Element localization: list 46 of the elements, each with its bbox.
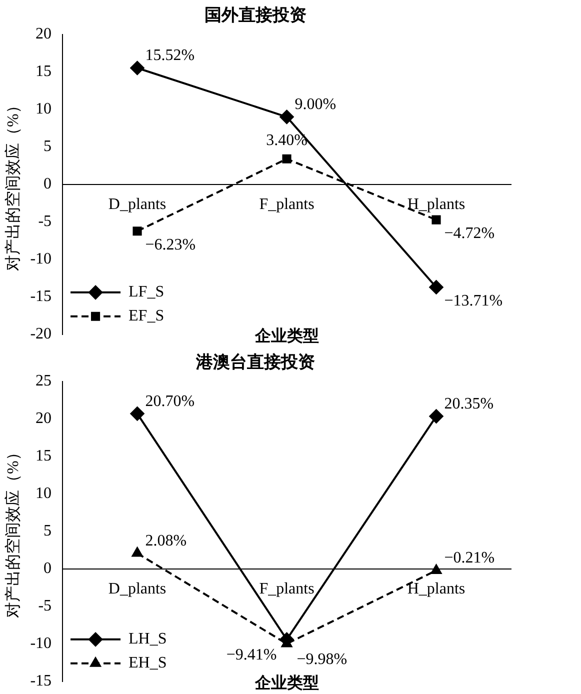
legend-label: LF_S (128, 284, 164, 301)
data-label: −4.72% (444, 225, 495, 242)
data-label: −13.71% (444, 292, 503, 310)
y-tick-label: 25 (36, 372, 52, 390)
y-tick-label: -10 (30, 250, 52, 268)
y-tick-label: 20 (36, 410, 52, 428)
legend-label: LH_S (128, 630, 167, 648)
y-tick-label: 15 (36, 448, 52, 465)
legend-label: EH_S (128, 654, 167, 672)
data-label: −0.21% (444, 550, 495, 567)
x-axis-title: 企业类型 (254, 674, 319, 692)
y-tick-label: -5 (38, 213, 52, 230)
x-tick-label: D_plants (108, 196, 166, 214)
y-tick-label: 5 (44, 138, 52, 156)
data-label: 15.52% (145, 47, 195, 64)
y-tick-label: -10 (30, 635, 52, 652)
y-tick-label: 0 (44, 560, 52, 578)
legend-label: EF_S (128, 308, 164, 325)
y-tick-label: 10 (36, 100, 52, 118)
y-tick-label: 15 (36, 63, 52, 80)
data-label: 3.40% (266, 132, 308, 150)
y-tick-label: 0 (44, 176, 52, 193)
data-label: 9.00% (294, 96, 336, 114)
y-axis-title: 对产出的空间效应（%） (4, 98, 22, 272)
x-tick-label: D_plants (108, 580, 166, 598)
y-tick-label: -20 (30, 326, 52, 343)
x-tick-label: H_plants (407, 196, 466, 214)
y-tick-label: 10 (36, 485, 52, 502)
x-tick-label: F_plants (259, 196, 314, 214)
chart-title: 国外直接投资 (204, 6, 306, 25)
data-label: 20.35% (444, 395, 494, 412)
data-label: 2.08% (145, 532, 187, 550)
y-tick-label: 5 (44, 522, 52, 540)
data-label: −9.98% (296, 650, 348, 668)
data-label: −9.41% (226, 646, 277, 664)
x-tick-label: H_plants (407, 580, 466, 598)
x-tick-label: F_plants (259, 580, 314, 598)
chart-title: 港澳台直接投资 (195, 352, 315, 372)
y-tick-label: -5 (38, 598, 52, 615)
data-label: 20.70% (145, 392, 195, 410)
x-axis-title: 企业类型 (254, 327, 319, 346)
data-label: −6.23% (145, 236, 196, 254)
y-tick-label: -15 (30, 672, 52, 690)
y-tick-label: 20 (36, 26, 52, 43)
y-axis-title: 对产出的空间效应（%） (4, 444, 22, 618)
y-tick-label: -15 (30, 288, 52, 306)
